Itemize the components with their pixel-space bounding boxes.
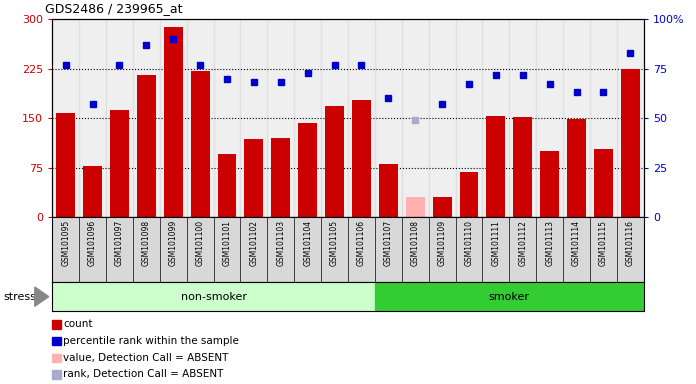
Text: GSM101105: GSM101105 [330, 220, 339, 266]
Bar [325, 106, 344, 217]
Bar [160, 19, 187, 217]
Text: GSM101116: GSM101116 [626, 220, 635, 266]
Bar [321, 19, 348, 217]
Bar [110, 109, 129, 217]
Bar [267, 19, 294, 217]
Bar [52, 282, 375, 311]
Bar [83, 166, 102, 217]
Text: GSM101100: GSM101100 [196, 220, 205, 266]
Text: GSM101115: GSM101115 [599, 220, 608, 266]
Bar [536, 19, 563, 217]
Bar [137, 75, 156, 217]
Text: GSM101095: GSM101095 [61, 220, 70, 266]
Text: value, Detection Call = ABSENT: value, Detection Call = ABSENT [63, 353, 228, 363]
Bar [540, 151, 559, 217]
Text: non-smoker: non-smoker [180, 291, 246, 302]
Text: GSM101110: GSM101110 [464, 220, 473, 266]
Bar [299, 123, 317, 217]
Bar [617, 19, 644, 217]
Bar [456, 19, 482, 217]
Bar [375, 282, 644, 311]
Bar [164, 27, 182, 217]
Text: rank, Detection Call = ABSENT: rank, Detection Call = ABSENT [63, 369, 223, 379]
Bar [567, 119, 586, 217]
Text: GSM101111: GSM101111 [491, 220, 500, 266]
Bar [379, 164, 397, 217]
Text: smoker: smoker [489, 291, 530, 302]
Bar [621, 69, 640, 217]
Text: GSM101098: GSM101098 [142, 220, 151, 266]
Text: percentile rank within the sample: percentile rank within the sample [63, 336, 239, 346]
Bar [56, 113, 75, 217]
Bar [294, 19, 321, 217]
Text: GSM101106: GSM101106 [357, 220, 366, 266]
Text: stress: stress [3, 291, 36, 302]
Bar [482, 19, 509, 217]
Bar [348, 19, 375, 217]
Bar [240, 19, 267, 217]
Text: GSM101097: GSM101097 [115, 220, 124, 266]
Bar [514, 117, 532, 217]
Text: GSM101109: GSM101109 [438, 220, 447, 266]
Bar [402, 19, 429, 217]
Bar [218, 154, 237, 217]
Bar [375, 19, 402, 217]
Bar [594, 149, 613, 217]
Bar [52, 19, 79, 217]
Text: GSM101107: GSM101107 [383, 220, 393, 266]
Bar [429, 19, 456, 217]
Bar [590, 19, 617, 217]
Text: GDS2486 / 239965_at: GDS2486 / 239965_at [45, 2, 183, 15]
Bar [406, 197, 425, 217]
Text: GSM101112: GSM101112 [519, 220, 528, 266]
Text: GSM101099: GSM101099 [168, 220, 177, 266]
Text: GSM101108: GSM101108 [411, 220, 420, 266]
Bar [433, 197, 452, 217]
Bar [214, 19, 240, 217]
Bar [352, 99, 371, 217]
Bar [187, 19, 214, 217]
Bar [271, 138, 290, 217]
Text: GSM101104: GSM101104 [303, 220, 313, 266]
Text: GSM101102: GSM101102 [249, 220, 258, 266]
Bar [563, 19, 590, 217]
Text: count: count [63, 319, 93, 329]
Bar [459, 172, 478, 217]
Text: GSM101113: GSM101113 [545, 220, 554, 266]
Text: GSM101103: GSM101103 [276, 220, 285, 266]
Bar [133, 19, 160, 217]
Bar [509, 19, 536, 217]
Text: GSM101114: GSM101114 [572, 220, 581, 266]
Bar [106, 19, 133, 217]
Text: GSM101101: GSM101101 [223, 220, 232, 266]
Bar [244, 139, 263, 217]
Bar [79, 19, 106, 217]
Text: GSM101096: GSM101096 [88, 220, 97, 266]
Bar [487, 116, 505, 217]
Bar [191, 71, 209, 217]
